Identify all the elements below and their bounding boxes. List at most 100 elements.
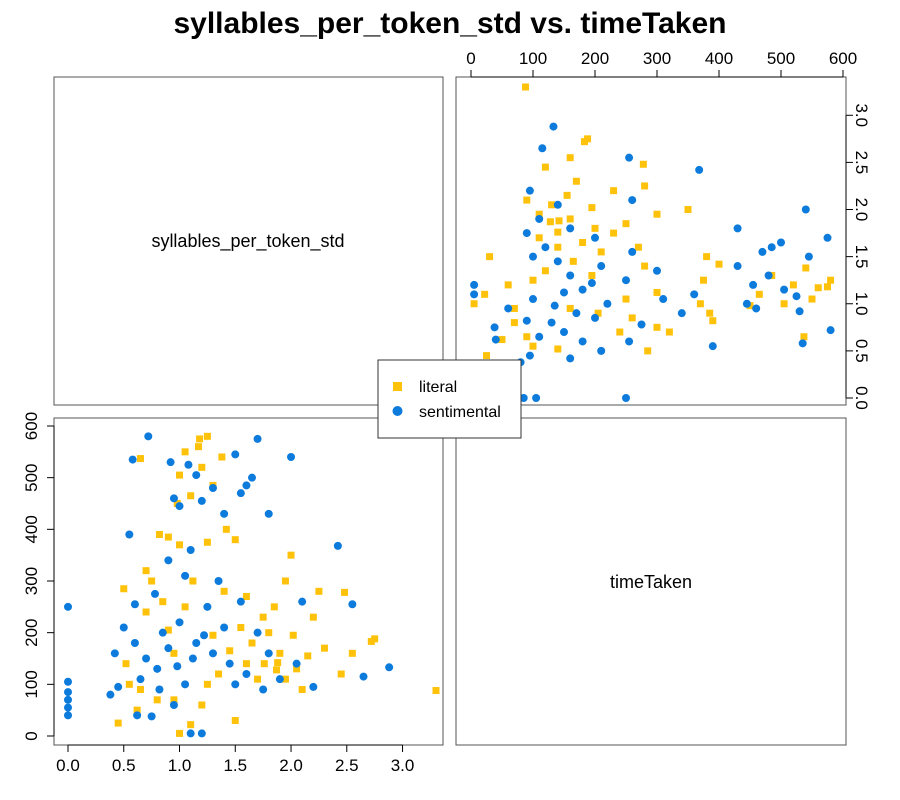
point-sentimental: [242, 481, 251, 490]
point-literal: [579, 239, 587, 246]
point-literal: [529, 342, 537, 350]
point-sentimental: [780, 285, 789, 294]
left-y-tick-label: 0: [22, 731, 41, 740]
point-sentimental: [566, 271, 575, 280]
point-literal: [541, 163, 549, 171]
point-literal: [827, 276, 835, 284]
point-literal: [371, 635, 379, 643]
point-literal: [122, 660, 130, 668]
point-literal: [535, 234, 543, 242]
point-literal: [546, 218, 554, 226]
point-literal: [187, 721, 195, 729]
point-sentimental: [188, 654, 197, 663]
point-literal: [610, 187, 618, 195]
point-literal: [588, 271, 596, 279]
point-literal: [696, 300, 704, 308]
point-sentimental: [136, 675, 145, 684]
point-literal: [148, 577, 156, 585]
point-literal: [164, 626, 172, 634]
point-sentimental: [519, 394, 528, 402]
point-literal: [273, 666, 281, 674]
panel-frame-top-left: [53, 76, 444, 406]
point-sentimental: [752, 304, 761, 313]
point-sentimental: [591, 233, 599, 242]
point-sentimental: [220, 623, 229, 632]
point-sentimental: [538, 144, 547, 153]
point-sentimental: [628, 247, 637, 256]
point-literal: [170, 696, 178, 704]
top-x-tick-label: 100: [519, 49, 547, 68]
point-literal: [569, 257, 577, 265]
point-sentimental: [181, 571, 190, 580]
point-sentimental: [259, 685, 268, 694]
point-sentimental: [64, 677, 72, 686]
point-sentimental: [653, 266, 661, 275]
point-literal: [634, 243, 642, 251]
point-literal: [218, 453, 226, 461]
point-sentimental: [166, 458, 175, 467]
right-y-tick-label: 0.0: [852, 386, 871, 410]
point-literal: [814, 284, 822, 292]
point-literal: [176, 729, 184, 737]
point-literal: [231, 536, 239, 544]
point-sentimental: [690, 290, 699, 299]
point-literal: [196, 435, 204, 443]
point-sentimental: [603, 299, 612, 308]
point-literal: [824, 283, 831, 291]
point-sentimental: [795, 307, 804, 316]
point-sentimental: [253, 434, 262, 443]
point-sentimental: [133, 711, 142, 720]
point-literal: [486, 253, 494, 261]
right-y-tick-label: 1.0: [852, 292, 871, 316]
point-sentimental: [208, 484, 217, 492]
top-x-tick-label: 0: [466, 49, 475, 68]
point-sentimental: [695, 165, 704, 174]
point-literal: [588, 204, 596, 212]
point-sentimental: [186, 729, 195, 738]
point-sentimental: [758, 247, 767, 256]
point-sentimental: [287, 453, 296, 461]
bottom-x-tick-label: 1.5: [223, 756, 247, 775]
point-sentimental: [220, 509, 229, 518]
point-literal: [164, 533, 172, 541]
point-literal: [341, 588, 349, 596]
point-literal: [276, 649, 284, 657]
point-literal: [198, 463, 206, 471]
point-sentimental: [153, 664, 162, 673]
point-sentimental: [572, 309, 581, 318]
point-literal: [181, 603, 189, 611]
point-sentimental: [192, 471, 201, 480]
point-sentimental: [826, 326, 835, 335]
point-sentimental: [529, 295, 537, 304]
left-y-tick-label: 200: [22, 618, 41, 646]
point-literal: [270, 603, 278, 611]
point-sentimental: [275, 675, 284, 684]
point-sentimental: [792, 292, 801, 301]
point-literal: [259, 613, 267, 621]
point-sentimental: [742, 299, 751, 308]
point-literal: [622, 295, 630, 303]
point-sentimental: [164, 556, 173, 565]
point-sentimental: [197, 729, 206, 738]
point-literal: [504, 281, 512, 289]
point-sentimental: [529, 252, 537, 261]
point-literal: [187, 492, 195, 500]
point-sentimental: [801, 205, 810, 214]
point-literal: [304, 652, 312, 660]
point-literal: [644, 347, 652, 355]
point-literal: [554, 243, 562, 251]
point-sentimental: [142, 654, 151, 663]
point-literal: [248, 639, 256, 647]
point-sentimental: [677, 309, 686, 318]
point-sentimental: [625, 337, 634, 346]
right-y-tick-label: 0.5: [852, 339, 871, 363]
point-literal: [293, 665, 301, 673]
point-literal: [584, 135, 592, 143]
point-literal: [523, 196, 531, 204]
point-sentimental: [535, 214, 544, 223]
point-sentimental: [64, 711, 72, 720]
point-sentimental: [150, 589, 159, 598]
point-sentimental: [659, 295, 668, 304]
point-literal: [320, 644, 328, 652]
